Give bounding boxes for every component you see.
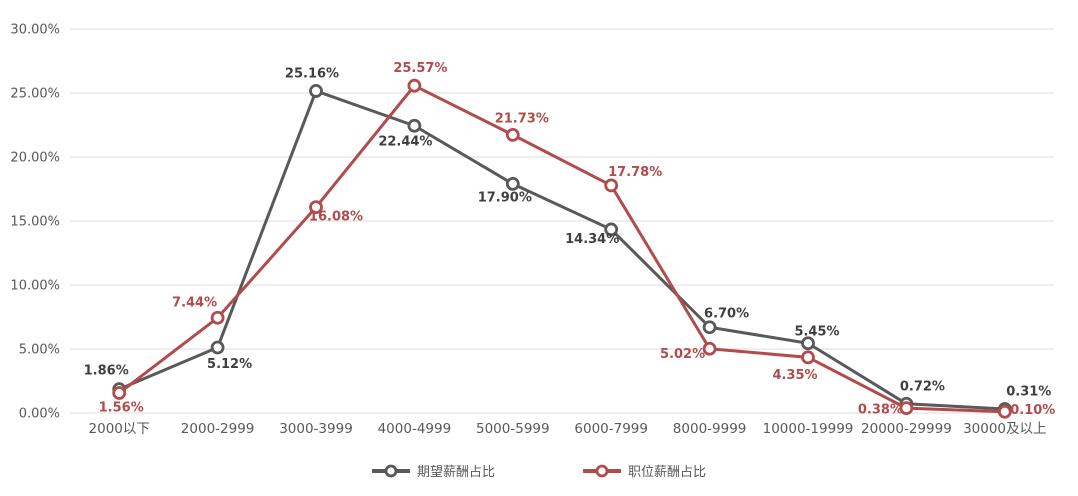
y-axis-tick-label: 30.00% (10, 23, 60, 38)
data-point-marker (505, 176, 520, 191)
x-axis-tick-label: 5000-5999 (476, 421, 550, 437)
legend-label: 职位薪酬占比 (628, 464, 707, 480)
data-point-marker (112, 386, 127, 400)
x-axis-tick-label: 4000-4999 (378, 421, 452, 437)
data-point-label: 1.86% (84, 364, 129, 379)
data-point-marker (997, 404, 1012, 419)
data-point-label: 16.08% (309, 210, 363, 225)
data-point-label: 17.90% (478, 190, 532, 205)
x-axis-tick-label: 20000-29999 (861, 421, 952, 437)
legend-line-marker-icon (582, 463, 622, 478)
y-axis-tick-label: 20.00% (10, 151, 60, 166)
legend-line-marker-icon (370, 463, 411, 478)
y-axis-tick-label: 10.00% (10, 279, 60, 294)
legend-label: 期望薪酬占比 (416, 464, 495, 480)
data-point-marker (505, 127, 520, 142)
data-point-marker (899, 401, 914, 416)
data-point-label: 0.10% (1010, 403, 1055, 418)
y-axis-tick-label: 0.00% (19, 407, 60, 422)
data-point-marker (604, 178, 619, 193)
data-point-label: 4.35% (772, 368, 817, 383)
data-point-label: 1.56% (99, 401, 144, 416)
x-axis-tick-label: 3000-3999 (279, 421, 353, 437)
data-point-label: 5.45% (794, 325, 839, 340)
data-point-label: 0.72% (900, 379, 945, 394)
x-axis-tick-label: 10000-19999 (763, 421, 854, 437)
x-axis-tick-label: 6000-7999 (574, 421, 648, 437)
y-axis-tick-label: 5.00% (19, 343, 60, 358)
data-point-marker (407, 78, 422, 93)
data-point-label: 25.57% (393, 61, 447, 76)
data-point-marker (309, 200, 323, 215)
data-point-label: 0.38% (858, 403, 903, 418)
series-line-expected-salary (117, 89, 1007, 411)
series-line-position-salary (117, 84, 1007, 414)
data-point-marker (801, 336, 815, 351)
data-point-marker (309, 84, 323, 98)
data-point-label: 17.78% (608, 165, 662, 180)
data-point-label: 14.34% (565, 232, 619, 247)
x-axis-tick-label: 30000及以上 (963, 421, 1046, 437)
data-point-label: 0.31% (1006, 385, 1051, 400)
y-axis-tick-label: 25.00% (10, 87, 60, 102)
data-point-label: 21.73% (495, 111, 549, 126)
x-axis-tick-label: 8000-9999 (673, 421, 747, 437)
data-point-marker (801, 350, 815, 365)
y-axis-tick-label: 15.00% (10, 215, 60, 230)
data-point-label: 25.16% (285, 66, 339, 81)
data-point-label: 22.44% (378, 134, 432, 149)
data-point-marker (702, 320, 717, 335)
data-point-label: 5.02% (660, 347, 705, 362)
data-point-label: 5.12% (207, 357, 252, 372)
data-point-marker (604, 222, 619, 237)
legend-item-expected-salary[interactable]: 期望薪酬占比 (370, 461, 495, 480)
data-point-marker (210, 340, 225, 355)
data-point-marker (407, 118, 422, 133)
data-point-label: 6.70% (704, 307, 749, 322)
data-point-marker (702, 341, 717, 356)
chart-legend: 期望薪酬占比 职位薪酬占比 (0, 450, 1078, 490)
data-point-label: 7.44% (172, 295, 217, 310)
chart-plot-area: 0.00% 5.00% 10.00% 15.00% 20.00% 25.00% 30.00%… (10, 23, 1055, 438)
legend-item-position-salary[interactable]: 职位薪酬占比 (582, 461, 707, 480)
data-point-marker (210, 310, 225, 325)
x-axis-tick-label: 2000-2999 (181, 421, 255, 437)
x-axis-tick-label: 2000以下 (89, 421, 150, 437)
